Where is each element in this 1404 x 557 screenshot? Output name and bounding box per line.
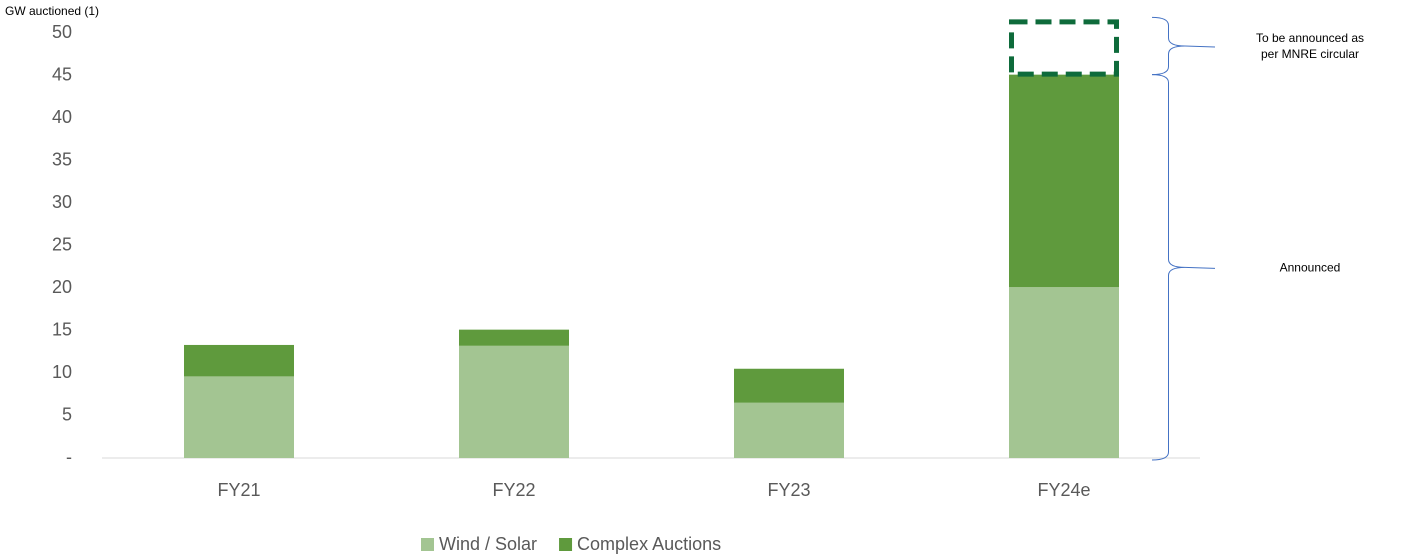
bar-segment (1009, 74, 1119, 288)
y-tick-label: 15 (52, 319, 72, 339)
annotation-line (1184, 266, 1216, 269)
y-axis-label: GW auctioned (1) (5, 4, 99, 18)
legend-label: Complex Auctions (577, 534, 721, 554)
y-tick-label: - (66, 447, 72, 467)
x-tick-label: FY21 (217, 480, 260, 500)
bar-segment (459, 329, 569, 346)
bar-segment (734, 402, 844, 458)
y-tick-label: 45 (52, 64, 72, 84)
y-tick-label: 25 (52, 234, 72, 254)
x-tick-label: FY23 (767, 480, 810, 500)
annotation: per MNRE circular (1261, 47, 1359, 61)
y-tick-label: 5 (62, 404, 72, 424)
annotation: Announced (1280, 260, 1341, 274)
y-tick-label: 20 (52, 277, 72, 297)
pending-segment (1009, 19, 1119, 77)
y-tick-label: 10 (52, 362, 72, 382)
bar-segment (734, 368, 844, 403)
x-tick-label: FY24e (1037, 480, 1090, 500)
brace (1151, 16, 1186, 76)
y-tick-label: 30 (52, 192, 72, 212)
legend-swatch (421, 538, 434, 551)
bar-segment (459, 345, 569, 458)
annotation-line (1184, 45, 1216, 48)
y-tick-label: 50 (52, 22, 72, 42)
bar-segment (1009, 287, 1119, 458)
y-tick-label: 40 (52, 107, 72, 127)
bar-segment (184, 376, 294, 458)
legend-label: Wind / Solar (439, 534, 537, 554)
bar-segment (184, 344, 294, 377)
annotation: To be announced as (1256, 31, 1364, 45)
legend-swatch (559, 538, 573, 551)
x-tick-label: FY22 (492, 480, 535, 500)
y-tick-label: 35 (52, 149, 72, 169)
brace (1151, 74, 1186, 461)
